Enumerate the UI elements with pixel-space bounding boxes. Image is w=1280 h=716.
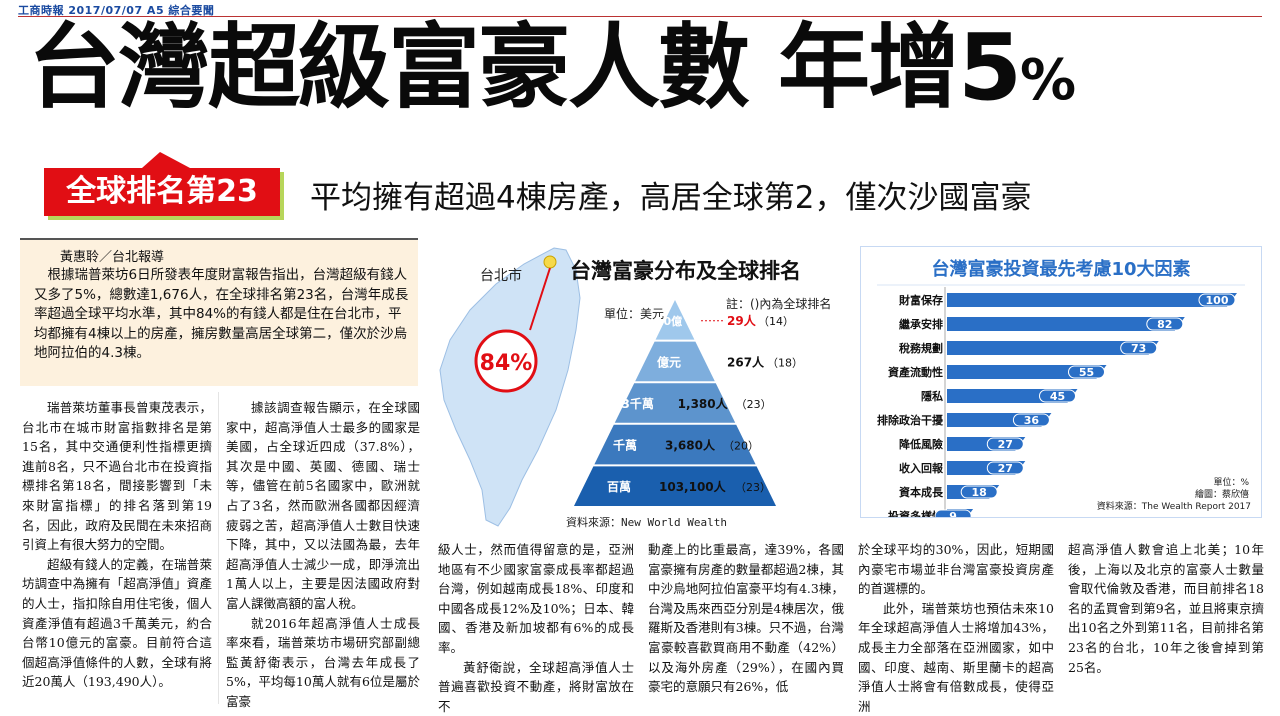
factor-value: 27: [998, 438, 1013, 451]
tier-count: 267人: [727, 354, 765, 369]
unit-label: 單位：美元: [604, 306, 664, 321]
factor-value-pill: [986, 461, 1024, 475]
factor-value-pill: [1039, 389, 1076, 403]
column-divider: [218, 392, 219, 704]
factor-value-pill: [960, 485, 998, 499]
factor-label: 繼承安排: [899, 317, 943, 331]
tier-label: 3千萬: [621, 396, 653, 411]
subhead: 平均擁有超過4棟房產，高居全球第2，僅次沙國富豪: [310, 180, 1032, 216]
share-label: 84%: [480, 351, 533, 376]
wealth-distribution-graphic: 台北市 84% 台灣富豪分布及全球排名 單位：美元 註：()內為全球排名 10億…: [426, 240, 856, 532]
tier-label: 10億: [656, 314, 682, 328]
headline-percent: %: [1020, 48, 1077, 113]
tier-rank: （20）: [723, 440, 759, 453]
factor-bar: [947, 365, 1107, 379]
headline: 台灣超級富豪人數 年增5%: [28, 22, 1076, 114]
factor-value: 100: [1206, 294, 1229, 307]
wealth-distribution-svg: 台北市 84% 台灣富豪分布及全球排名 單位：美元 註：()內為全球排名 10億…: [439, 247, 831, 529]
factor-label: 隱私: [921, 389, 943, 403]
factor-bar: [947, 293, 1237, 307]
factor-value-pill: [1012, 413, 1050, 427]
tier-rank: （14）: [758, 315, 794, 328]
paragraph: 級人士，然而值得留意的是，亞洲地區有不少國家富豪成長率都超過台灣，例如越南成長1…: [438, 542, 634, 655]
headline-main: 台灣超級富豪人數 年增5: [28, 14, 1022, 121]
article-column-6: 超高淨值人數會追上北美；10年後，上海以及北京的富豪人士數量會取代倫敦及香港，而…: [1068, 540, 1264, 677]
pyramid-tier: [594, 424, 756, 465]
factor-bar: [947, 317, 1185, 331]
map-source: 資料來源：New World Wealth: [566, 515, 727, 529]
article-column-2: 據該調查報告顯示，在全球國家中，超高淨值人士最多的國家是美國，占全球近四成（37…: [226, 398, 420, 712]
map-chart-title: 台灣富豪分布及全球排名: [570, 259, 801, 283]
factor-value: 36: [1024, 414, 1040, 427]
pyramid-tier: [635, 341, 715, 382]
factor-label: 資本成長: [899, 485, 944, 499]
article-column-3: 級人士，然而值得留意的是，亞洲地區有不少國家富豪成長率都超過台灣，例如越南成長1…: [438, 540, 634, 716]
tier-rank: （23）: [735, 481, 771, 494]
factor-value: 73: [1131, 342, 1146, 355]
factor-bars: 財富保存 100 繼承安排 82 稅務規劃 73 資產流動性 55 隱私 45 排除政治干擾 36 降低…: [877, 293, 1237, 523]
pyramid-tier: [655, 300, 695, 340]
tier-count: 29人: [727, 313, 757, 328]
pointer-line: [529, 267, 551, 331]
factor-value-pill: [1068, 365, 1105, 379]
factor-value: 45: [1050, 390, 1065, 403]
factor-label: 排除政治干擾: [877, 413, 944, 427]
article-column-4: 動產上的比重最高，達39%，各國富豪擁有房產的數量都超過2棟，其中沙烏地阿拉伯富…: [648, 540, 844, 697]
lead-paragraph: 根據瑞普萊坊6日所發表年度財富報告指出，台灣超級有錢人又多了5%，總數達1,67…: [34, 267, 409, 361]
tier-label: 百萬: [607, 479, 631, 494]
tier-rank: （18）: [767, 356, 803, 369]
pyramid-tier: [614, 383, 736, 423]
article-column-5: 於全球平均的30%，因此，短期國內豪宅市場並非台灣富豪投資房產的首選標的。 此外…: [858, 540, 1054, 716]
factor-bar: [947, 341, 1159, 355]
factor-value-pill: [1198, 293, 1236, 307]
factor-value: 9: [949, 510, 957, 517]
paragraph: 瑞普萊坊董事長曾東茂表示，台北市在城市財富指數排名是第15名，其中交通便利性指標…: [22, 400, 212, 553]
factors-chart: 台灣富豪投資最先考慮10大因素 財富保存 100 繼承安排 82 稅務規劃 73 資產流動性…: [860, 246, 1262, 523]
chart-credit: 繪圖：蔡欣僖: [1195, 488, 1249, 500]
factors-chart-title: 台灣富豪投資最先考慮10大因素: [931, 258, 1190, 280]
article-column-1: 瑞普萊坊董事長曾東茂表示，台北市在城市財富指數排名是第15名，其中交通便利性指標…: [22, 398, 212, 692]
lead-box: [20, 238, 418, 386]
tier-label: 千萬: [613, 438, 637, 453]
factor-label: 資產流動性: [888, 365, 943, 379]
paragraph: 此外，瑞普萊坊也預估未來10年全球超高淨值人士將增加43%，成長主力全部落在亞洲…: [858, 600, 1054, 714]
share-circle: [474, 329, 538, 393]
tier-label: 億元: [657, 354, 681, 369]
factor-label: 收入回報: [899, 461, 944, 475]
pyramid: 10億 29人 （14） 億元 267人 （18） 3千萬 1,380人 （23） 千萬 3,680…: [573, 300, 803, 506]
factor-value: 27: [998, 462, 1013, 475]
paragraph: 超高淨值人數會追上北美；10年後，上海以及北京的富豪人士數量會取代倫敦及香港，而…: [1068, 542, 1264, 675]
byline: 黃惠聆／台北報導: [60, 250, 165, 265]
tier-rank: （23）: [736, 398, 772, 411]
tier-count: 103,100人: [659, 479, 727, 494]
factor-value-pill: [986, 437, 1024, 451]
tier-count: 3,680人: [665, 438, 716, 453]
taipei-marker: [543, 255, 557, 269]
factor-value: 55: [1079, 366, 1094, 379]
factors-chart-svg: 台灣富豪投資最先考慮10大因素 財富保存 100 繼承安排 82 稅務規劃 73 資產流動性…: [877, 258, 1251, 523]
factor-label: 稅務規劃: [899, 341, 943, 355]
factor-label: 降低風險: [899, 437, 943, 451]
chart-source: 資料來源：The Wealth Report 2017: [1097, 500, 1251, 512]
rank-note: 註：()內為全球排名: [726, 296, 831, 311]
taipei-label: 台北市: [480, 267, 522, 284]
pyramid-tier: [573, 466, 777, 506]
factor-value-pill: [1120, 341, 1158, 355]
paragraph: 於全球平均的30%，因此，短期國內豪宅市場並非台灣富豪投資房產的首選標的。: [858, 542, 1054, 597]
paragraph: 據該調查報告顯示，在全球國家中，超高淨值人士最多的國家是美國，占全球近四成（37…: [226, 400, 420, 611]
rank-badge: 全球排名第23: [44, 152, 280, 216]
unit-note: 單位：%: [1213, 476, 1249, 488]
top-rule: [18, 16, 1262, 17]
masthead: 工商時報 2017/07/07 A5 綜合要聞: [18, 4, 215, 17]
factor-value: 82: [1157, 318, 1172, 331]
paragraph: 黃舒衛說，全球超高淨值人士普遍喜歡投資不動產，將財富放在不: [438, 659, 634, 714]
paragraph: 就2016年超高淨值人士成長率來看，瑞普萊坊市場研究部副總監黃舒衛表示，台灣去年…: [226, 615, 420, 709]
factor-value-pill: [1146, 317, 1184, 331]
paragraph: 動產上的比重最高，達39%，各國富豪擁有房產的數量都超過2棟，其中沙烏地阿拉伯富…: [648, 542, 844, 695]
factor-label: 財富保存: [898, 293, 943, 307]
tier-count: 1,380人: [678, 396, 729, 411]
factor-value: 18: [972, 486, 987, 499]
paragraph: 超級有錢人的定義，在瑞普萊坊調查中為擁有「超高淨值」資產的人士，指扣除自用住宅後…: [22, 556, 212, 690]
